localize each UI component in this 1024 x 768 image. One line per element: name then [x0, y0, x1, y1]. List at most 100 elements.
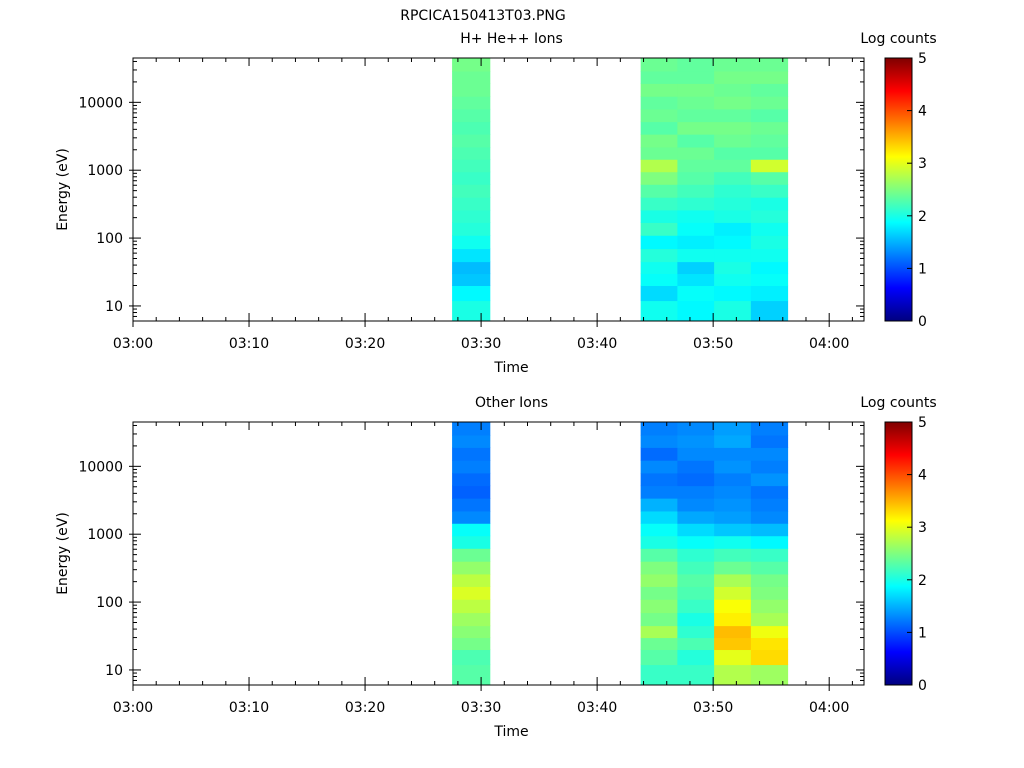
heatmap-cell — [677, 58, 715, 72]
plot-frame — [132, 57, 865, 322]
panel-title: Other Ions — [475, 395, 548, 411]
x-tick-label: 03:00 — [113, 700, 153, 716]
y-axis-label: Energy (eV) — [55, 512, 71, 595]
x-tick-label: 03:10 — [229, 336, 269, 352]
heatmap-cell — [677, 664, 715, 686]
heatmap-cell — [640, 586, 678, 600]
heatmap-cell — [714, 261, 752, 275]
colorbar-tick-label: 5 — [918, 415, 927, 431]
heatmap-cell — [677, 548, 715, 562]
heatmap-cell — [714, 70, 752, 84]
heatmap-cell — [640, 523, 678, 537]
heatmap-cell — [677, 472, 715, 487]
heatmap-cell — [750, 535, 789, 549]
heatmap-cell — [714, 649, 752, 666]
x-tick-label: 03:20 — [345, 700, 385, 716]
heatmap-cell — [750, 586, 789, 600]
heatmap-cell — [640, 625, 678, 639]
y-tick-label: 1000 — [87, 527, 123, 543]
heatmap-cell — [714, 121, 752, 135]
colorbar-label: Log counts — [860, 395, 936, 411]
heatmap-cell — [640, 248, 678, 263]
y-tick-label: 10000 — [78, 459, 123, 475]
heatmap-cell — [452, 472, 491, 487]
heatmap-cell — [750, 121, 789, 135]
x-tick-label: 03:00 — [113, 336, 153, 352]
heatmap-cell — [750, 134, 789, 148]
colorbar-tick-label: 5 — [918, 51, 927, 67]
heatmap-cell — [452, 159, 491, 173]
heatmap-cell — [677, 498, 715, 512]
heatmap-cell — [452, 460, 491, 474]
heatmap-cell — [452, 261, 491, 275]
heatmap-cell — [640, 70, 678, 84]
heatmap-cell — [714, 300, 752, 322]
heatmap-cell — [640, 222, 678, 236]
heatmap-cell — [640, 460, 678, 474]
heatmap-cell — [714, 134, 752, 148]
heatmap-cell — [640, 472, 678, 487]
heatmap-cell — [714, 586, 752, 600]
heatmap-cell — [750, 573, 789, 587]
heatmap-cell — [714, 184, 752, 198]
x-tick-label: 03:50 — [693, 700, 733, 716]
heatmap-cell — [452, 83, 491, 97]
heatmap-cell — [677, 422, 715, 436]
heatmap-cell — [714, 637, 752, 651]
heatmap-cell — [677, 273, 715, 287]
y-tick-label: 1000 — [87, 163, 123, 179]
heatmap-cell — [640, 121, 678, 135]
heatmap-cell — [677, 197, 715, 211]
heatmap-cell — [677, 586, 715, 600]
heatmap-cell — [452, 523, 491, 537]
heatmap-cell — [714, 159, 752, 173]
colorbar-tick-label: 3 — [918, 520, 927, 536]
y-axis-label: Energy (eV) — [55, 148, 71, 231]
heatmap-cell — [750, 561, 789, 575]
heatmap-cell — [452, 573, 491, 587]
heatmap-cell — [677, 134, 715, 148]
heatmap-cell — [750, 548, 789, 562]
heatmap-cell — [750, 261, 789, 275]
heatmap-cell — [640, 235, 678, 250]
heatmap-cell — [677, 612, 715, 627]
heatmap-cell — [640, 261, 678, 275]
heatmap-cell — [750, 447, 789, 461]
heatmap-cell — [677, 447, 715, 461]
x-tick-label: 04:00 — [809, 336, 849, 352]
y-tick-label: 10000 — [78, 95, 123, 111]
heatmap-cell — [714, 447, 752, 461]
heatmap-cell — [452, 434, 491, 448]
heatmap-cell — [750, 171, 789, 185]
colorbar-tick-label: 0 — [918, 314, 927, 330]
heatmap-cell — [750, 460, 789, 474]
heatmap-cell — [640, 510, 678, 524]
heatmap-cell — [714, 209, 752, 223]
heatmap-cell — [714, 434, 752, 448]
heatmap-cell — [677, 649, 715, 666]
heatmap-cell — [452, 485, 491, 499]
colorbar-tick-label: 2 — [918, 209, 927, 225]
heatmap-cell — [677, 523, 715, 537]
heatmap-cell — [750, 664, 789, 686]
figure-title: RPCICA150413T03.PNG — [400, 8, 565, 24]
x-tick-label: 03:50 — [693, 336, 733, 352]
heatmap-cell — [677, 561, 715, 575]
heatmap-cell — [640, 422, 678, 436]
heatmap-cell — [714, 83, 752, 97]
heatmap-cell — [640, 96, 678, 110]
heatmap-cell — [640, 83, 678, 97]
heatmap-cell — [677, 510, 715, 524]
x-tick-label: 03:20 — [345, 336, 385, 352]
heatmap-cell — [452, 625, 491, 639]
heatmap-cell — [640, 273, 678, 287]
colorbar-tick-label: 2 — [918, 573, 927, 589]
x-tick-label: 03:10 — [229, 700, 269, 716]
heatmap-cell — [750, 146, 789, 160]
heatmap-cell — [750, 159, 789, 173]
heatmap-cell — [640, 134, 678, 148]
heatmap-cell — [750, 472, 789, 487]
heatmap-cell — [750, 523, 789, 537]
heatmap-cell — [452, 498, 491, 512]
heatmap-cell — [452, 447, 491, 461]
